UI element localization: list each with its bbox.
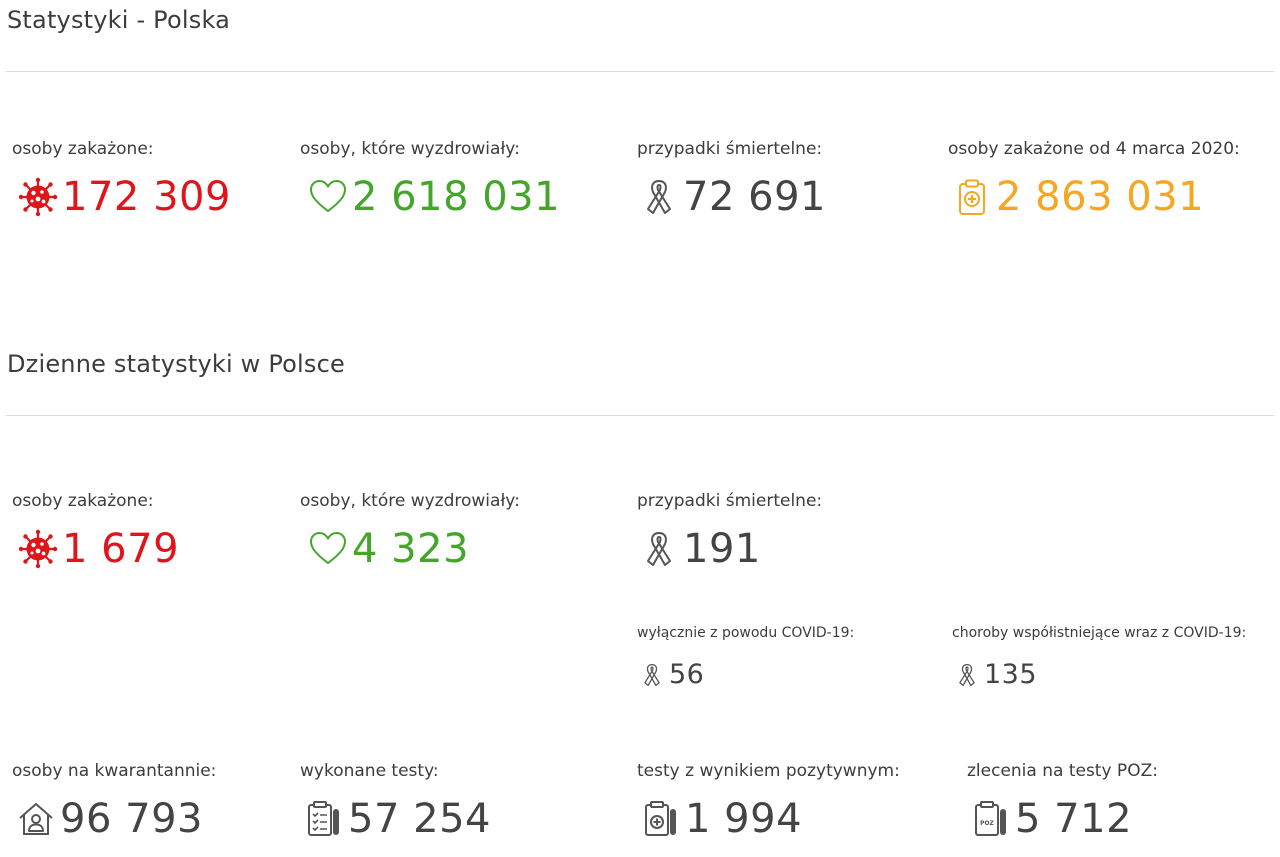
stat-value: 135	[984, 659, 1038, 690]
stat-value: 5 712	[1015, 796, 1133, 842]
stat-value: 2 863 031	[996, 174, 1205, 220]
house-person-icon	[16, 799, 56, 839]
stat-tests: wykonane testy: 57 254	[300, 761, 491, 839]
heart-icon	[308, 177, 348, 217]
stat-infected-total: osoby zakażone: 172 309	[12, 139, 231, 217]
stat-label: osoby zakażone od 4 marca 2020:	[948, 139, 1240, 159]
stat-deaths-comorbid: choroby współistniejące wraz z COVID-19:…	[952, 625, 1246, 688]
stat-deaths-daily: przypadki śmiertelne: 191	[637, 491, 822, 569]
stat-label: osoby zakażone:	[12, 491, 154, 511]
stat-value: 57 254	[348, 796, 491, 842]
stat-value: 4 323	[352, 526, 470, 572]
section-title-daily: Dzienne statystyki w Polsce	[7, 350, 345, 378]
stat-recovered-daily: osoby, które wyzdrowiały: 4 323	[300, 491, 520, 569]
section-title-national: Statystyki - Polska	[7, 6, 231, 34]
stat-value: 72 691	[683, 174, 826, 220]
virus-icon	[18, 529, 58, 569]
virus-icon	[18, 177, 58, 217]
heart-icon	[308, 529, 348, 569]
divider	[6, 71, 1274, 72]
stat-label: zlecenia na testy POZ:	[967, 761, 1158, 781]
stat-deaths-covid-only: wyłącznie z powodu COVID-19: 56	[637, 625, 854, 688]
stat-positive-tests: testy z wynikiem pozytywnym: 1 994	[637, 761, 900, 839]
stat-value: 2 618 031	[352, 174, 561, 220]
stat-label: wyłącznie z powodu COVID-19:	[637, 625, 855, 641]
stat-label: choroby współistniejące wraz z COVID-19:	[952, 625, 1247, 641]
stat-value: 172 309	[62, 174, 231, 220]
positive-test-icon	[641, 799, 681, 839]
clipboard-cross-icon	[952, 177, 992, 217]
stat-label: osoby zakażone:	[12, 139, 154, 159]
ribbon-icon	[639, 177, 679, 217]
stat-value: 1 994	[685, 796, 803, 842]
stat-label: osoby na kwarantannie:	[12, 761, 217, 781]
stat-infected-since-march: osoby zakażone od 4 marca 2020: 2 863 03…	[948, 139, 1240, 217]
poz-test-icon: POZ	[971, 799, 1011, 839]
ribbon-icon	[639, 662, 665, 688]
stat-value: 191	[683, 526, 761, 572]
stat-poz-orders: zlecenia na testy POZ: POZ 5 712	[967, 761, 1158, 839]
stat-recovered-total: osoby, które wyzdrowiały: 2 618 031	[300, 139, 560, 217]
stat-label: osoby, które wyzdrowiały:	[300, 139, 520, 159]
stat-infected-daily: osoby zakażone: 1 679	[12, 491, 179, 569]
divider	[6, 415, 1274, 416]
stat-label: przypadki śmiertelne:	[637, 491, 823, 511]
stat-label: osoby, które wyzdrowiały:	[300, 491, 520, 511]
stat-quarantine: osoby na kwarantannie: 96 793	[12, 761, 216, 839]
ribbon-icon	[954, 662, 980, 688]
stat-value: 1 679	[62, 526, 180, 572]
stat-value: 96 793	[60, 796, 203, 842]
stat-deaths-total: przypadki śmiertelne: 72 691	[637, 139, 826, 217]
stat-value: 56	[669, 659, 705, 690]
stat-label: testy z wynikiem pozytywnym:	[637, 761, 900, 781]
test-list-icon	[304, 799, 344, 839]
stat-label: przypadki śmiertelne:	[637, 139, 823, 159]
poz-icon-text: POZ	[980, 820, 994, 827]
stat-label: wykonane testy:	[300, 761, 439, 781]
ribbon-icon	[639, 529, 679, 569]
